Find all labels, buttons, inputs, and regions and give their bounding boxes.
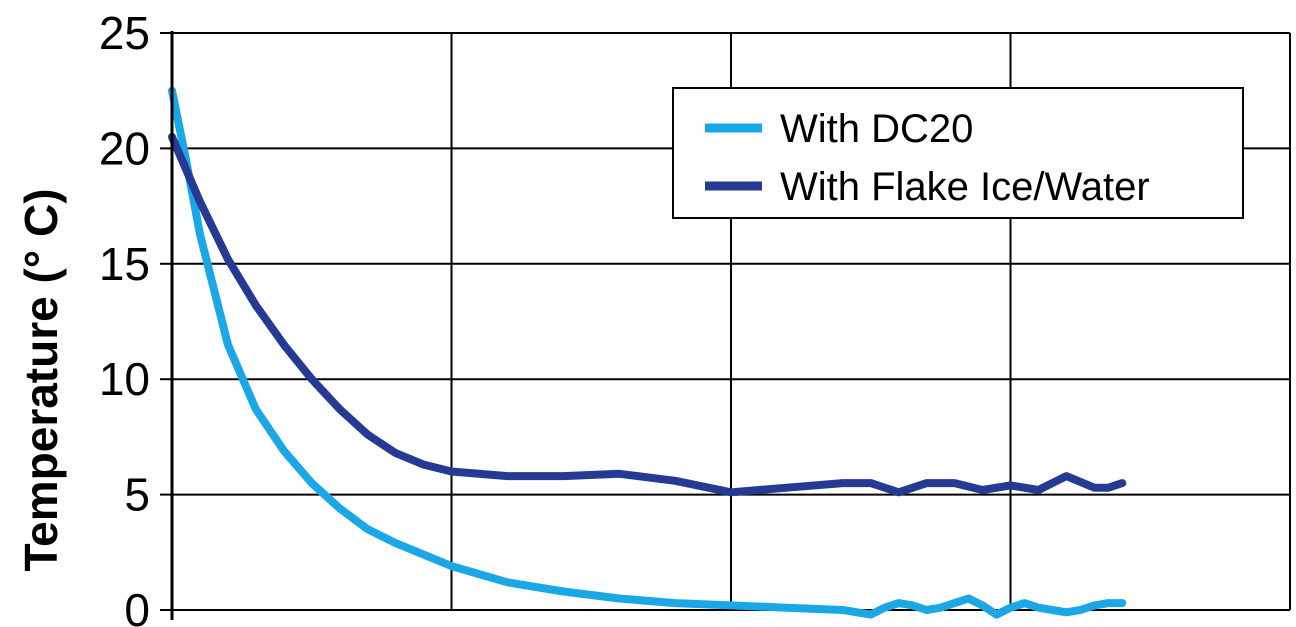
legend: With DC20 With Flake Ice/Water bbox=[672, 87, 1244, 219]
y-tick-label: 5 bbox=[124, 469, 150, 521]
legend-label-dc20: With DC20 bbox=[780, 107, 973, 151]
y-tick-label: 15 bbox=[99, 238, 150, 290]
y-tick-label: 20 bbox=[99, 122, 150, 174]
series-layer bbox=[168, 86, 1127, 619]
series-line-1 bbox=[168, 132, 1127, 497]
axis-layer: 0 5 10 15 20 25 bbox=[99, 7, 174, 627]
series-line-0 bbox=[168, 86, 1127, 619]
legend-label-flake-ice: With Flake Ice/Water bbox=[780, 165, 1150, 209]
y-tick-label: 10 bbox=[99, 353, 150, 405]
y-axis-title: Temperature (° C) bbox=[15, 188, 67, 571]
y-tick-label: 0 bbox=[124, 584, 150, 627]
legend-box bbox=[672, 87, 1244, 219]
y-tick-label: 25 bbox=[99, 7, 150, 59]
